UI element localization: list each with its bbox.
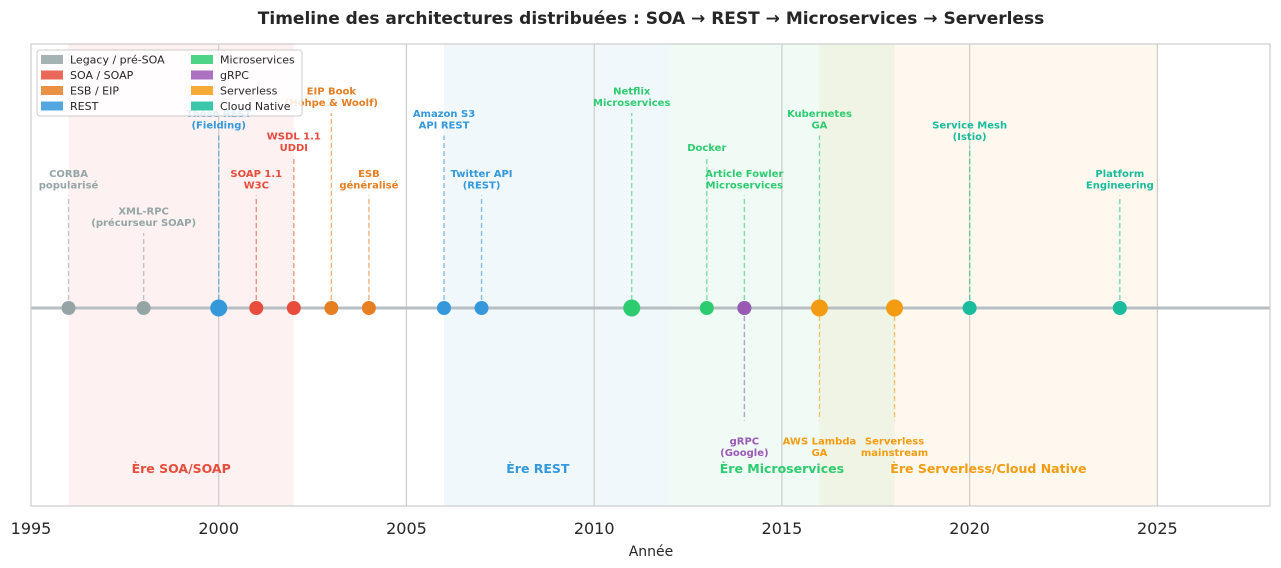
event-marker-soap-1-1 xyxy=(249,301,264,315)
event-marker-docker xyxy=(699,301,714,315)
era-label-ere-serverless-cloud-native: Ère Serverless/Cloud Native xyxy=(890,461,1086,476)
event-marker-corba xyxy=(61,301,76,315)
legend-swatch-cloud xyxy=(191,101,213,111)
event-marker-xml-rpc xyxy=(136,301,151,315)
era-label-ere-microservices: Ère Microservices xyxy=(720,461,844,476)
event-marker-esb xyxy=(361,301,376,315)
chart-title: Timeline des architectures distribuées :… xyxy=(258,9,1044,29)
event-label-wsdl-1-1: WSDL 1.1 UDDI xyxy=(267,132,321,155)
legend: Legacy / pré-SOA SOA / SOAP ESB / EIP REST M… xyxy=(36,49,303,117)
x-tick-label: 2010 xyxy=(574,519,615,538)
event-label-amazon-s3: Amazon S3 API REST xyxy=(413,109,475,132)
legend-label-micro: Microservices xyxy=(220,54,295,67)
x-tick-label: 2020 xyxy=(949,519,990,538)
x-tick-label: 2015 xyxy=(762,519,803,538)
era-band-ere-serverless-cloud-native xyxy=(819,44,1158,506)
event-label-corba: CORBA popularisé xyxy=(39,169,99,192)
x-tick-label: 2000 xyxy=(198,519,239,538)
legend-label-serverless: Serverless xyxy=(220,85,278,98)
era-band-ere-rest xyxy=(444,44,670,506)
legend-swatch-micro xyxy=(191,55,213,64)
era-label-ere-rest: Ère REST xyxy=(506,461,570,476)
legend-label-cloud: Cloud Native xyxy=(220,100,291,113)
legend-swatch-serverless xyxy=(191,86,213,95)
event-label-docker: Docker xyxy=(687,143,726,154)
event-marker-wsdl-1-1 xyxy=(286,301,301,315)
legend-label-legacy: Legacy / pré-SOA xyxy=(70,54,165,67)
legend-label-soa: SOA / SOAP xyxy=(70,69,134,82)
event-marker-these-rest xyxy=(210,299,228,317)
event-marker-serverless xyxy=(886,299,904,317)
era-label-ere-soa-soap: Ère SOA/SOAP xyxy=(132,461,231,476)
legend-label-grpc: gRPC xyxy=(220,69,249,82)
event-label-kubernetes: Kubernetes GA xyxy=(787,109,852,132)
event-marker-eip-book xyxy=(324,301,339,315)
legend-label-rest: REST xyxy=(70,100,99,113)
x-tick-label: 2025 xyxy=(1137,519,1178,538)
event-label-soap-1-1: SOAP 1.1 W3C xyxy=(230,169,282,192)
x-tick-label: 2005 xyxy=(386,519,427,538)
legend-frame xyxy=(36,49,303,117)
event-label-esb: ESB généralisé xyxy=(339,169,398,192)
legend-swatch-soa xyxy=(41,70,63,80)
x-tick-label: 1995 xyxy=(11,519,52,538)
event-marker-platform xyxy=(1112,301,1127,315)
event-label-grpc: gRPC (Google) xyxy=(720,437,768,460)
legend-swatch-grpc xyxy=(191,70,213,80)
x-axis-label: Année xyxy=(629,544,674,560)
event-label-netflix: Netflix Microservices xyxy=(593,87,670,110)
legend-label-esb: ESB / EIP xyxy=(70,85,119,98)
event-label-serverless: Serverless mainstream xyxy=(861,437,928,460)
event-label-xml-rpc: XML-RPC (précurseur SOAP) xyxy=(91,207,196,230)
event-marker-service-mesh xyxy=(962,301,977,315)
event-label-aws-lambda: AWS Lambda GA xyxy=(783,437,857,460)
event-marker-aws-lambda xyxy=(810,299,828,317)
event-label-twitter-api: Twitter API (REST) xyxy=(451,169,513,192)
event-marker-netflix xyxy=(623,299,641,317)
event-label-article-fowler: Article Fowler Microservices xyxy=(705,169,783,192)
plot-frame xyxy=(30,43,1271,507)
event-marker-twitter-api xyxy=(474,301,489,315)
legend-swatch-rest xyxy=(41,101,63,111)
event-label-platform: Platform Engineering xyxy=(1086,169,1154,192)
event-marker-amazon-s3 xyxy=(437,301,451,315)
legend-swatch-esb xyxy=(41,86,63,95)
event-label-service-mesh: Service Mesh (Istio) xyxy=(932,120,1007,143)
legend-swatch-legacy xyxy=(41,55,63,64)
event-marker-grpc xyxy=(737,301,752,315)
event-label-eip-book: EIP Book (Hohpe & Woolf) xyxy=(285,87,378,110)
